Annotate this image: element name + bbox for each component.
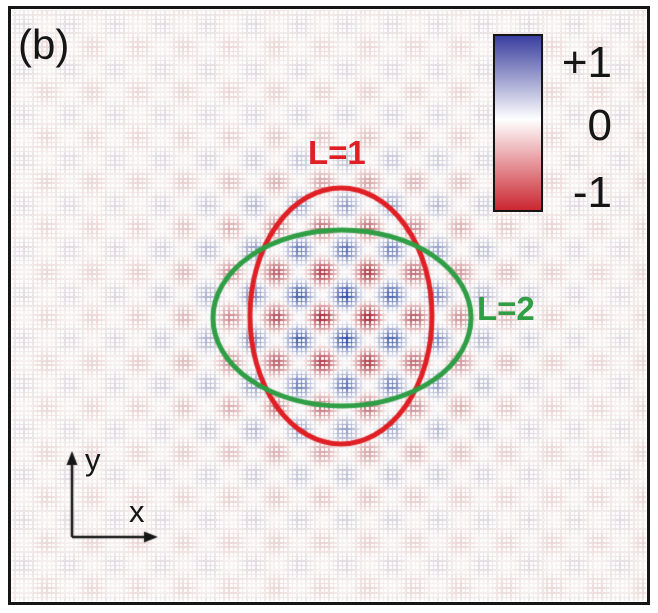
ellipse-label-L2: L=2: [477, 290, 535, 327]
panel-label: (b): [18, 21, 70, 68]
colorbar-tick-zero: 0: [587, 101, 612, 150]
colorbar-gradient: [493, 34, 543, 212]
colorbar-tick-minus1: -1: [572, 168, 612, 217]
colorbar-tick-plus1: +1: [561, 38, 612, 87]
x-axis-label: x: [129, 494, 145, 529]
ellipse-label-L1: L=1: [308, 134, 366, 171]
y-axis-label: y: [85, 442, 101, 477]
